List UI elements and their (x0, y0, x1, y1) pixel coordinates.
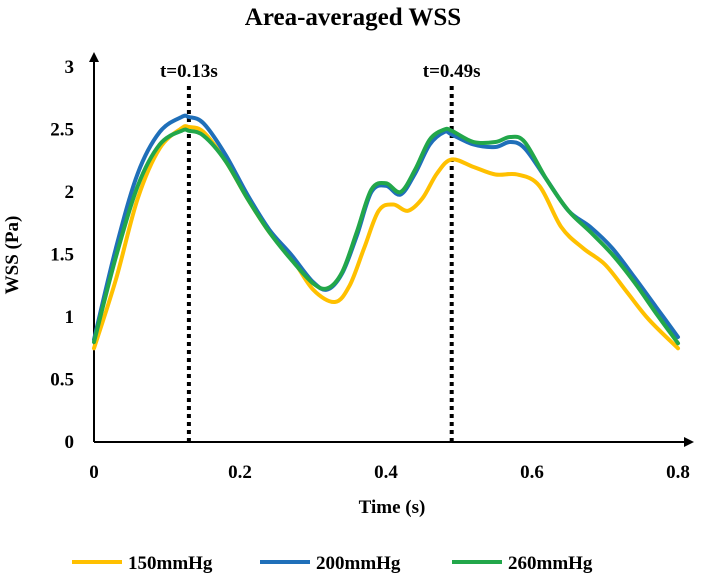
y-axis-label: WSS (Pa) (2, 216, 23, 295)
x-tick-label: 0.2 (228, 462, 252, 483)
tick-labels: 0 0.2 0.4 0.6 0.8 0 0.5 1 1.5 2 2.5 3 (50, 57, 690, 483)
series-line-150mmHg (92, 124, 680, 351)
y-tick-label: 2 (65, 182, 75, 203)
annotation-label: t=0.13s (160, 61, 218, 82)
y-tick-label: 2.5 (50, 120, 74, 141)
y-tick-label: 0 (65, 432, 75, 453)
chart-title: Area-averaged WSS (245, 4, 461, 31)
legend-label: 260mmHg (508, 553, 593, 574)
annotation-labels: t=0.13s t=0.49s (160, 61, 481, 82)
annotation-lines (186, 86, 454, 442)
y-tick-label: 0.5 (50, 370, 74, 391)
axes (89, 52, 694, 447)
legend-label: 150mmHg (128, 553, 213, 574)
x-tick-label: 0.6 (520, 462, 544, 483)
legend-label: 200mmHg (316, 553, 401, 574)
x-axis-arrow (684, 437, 694, 447)
x-tick-label: 0 (89, 462, 99, 483)
y-tick-label: 1.5 (50, 245, 74, 266)
series-line-260mmHg (92, 126, 680, 346)
legend: 150mmHg 200mmHg 260mmHg (72, 553, 593, 574)
x-tick-label: 0.4 (374, 462, 398, 483)
y-tick-label: 3 (65, 57, 75, 78)
y-axis-arrow (89, 52, 99, 62)
annotation-label: t=0.49s (423, 61, 481, 82)
y-tick-label: 1 (65, 307, 75, 328)
series-line-200mmHg (92, 113, 680, 342)
series-lines (92, 113, 680, 351)
x-tick-label: 0.8 (666, 462, 690, 483)
x-axis-label: Time (s) (359, 497, 426, 518)
